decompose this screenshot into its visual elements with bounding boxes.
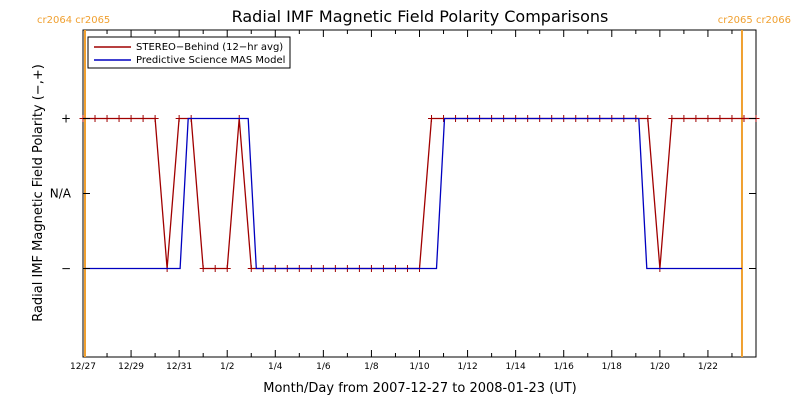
x-tick-label: 1/6: [316, 362, 331, 372]
x-tick-label: 1/22: [698, 362, 718, 372]
series-line-model: [85, 117, 742, 270]
y-axis-label: Radial IMF Magnetic Field Polarity (−,+): [31, 64, 46, 322]
data-point-marker: [175, 115, 183, 122]
data-point-marker: [740, 115, 748, 122]
x-tick-label: 1/4: [268, 362, 283, 372]
x-tick-label: 12/31: [166, 362, 192, 372]
y-tick-label: N/A: [50, 187, 72, 201]
x-tick-label: 1/16: [554, 362, 574, 372]
y-axis-ticks: − N/A +: [50, 112, 756, 276]
x-axis-ticks: 12/27 12/29 12/31 1/2 1/4 1/6 1/8 1/10 1/12 1/14 1…: [70, 30, 757, 372]
x-tick-label: 1/10: [409, 362, 429, 372]
y-tick-label: +: [61, 112, 71, 126]
data-point-marker: [139, 115, 147, 122]
x-tick-label: 1/8: [364, 362, 379, 372]
data-point-marker: [716, 115, 724, 122]
data-point-marker: [127, 115, 135, 122]
data-point-marker: [103, 115, 111, 122]
legend-box: [87, 36, 291, 69]
data-point-marker: [728, 115, 736, 122]
carrington-label-right: cr2065 cr2066: [718, 15, 791, 26]
series-layer: [79, 115, 760, 272]
x-tick-label: 1/20: [650, 362, 670, 372]
data-point-marker: [680, 115, 688, 122]
data-point-marker: [223, 265, 231, 272]
legend-label-stereo: STEREO−Behind (12−hr avg): [136, 42, 283, 53]
chart-title: Radial IMF Magnetic Field Polarity Compa…: [232, 7, 609, 26]
y-tick-label: −: [61, 262, 71, 276]
x-tick-label: 1/12: [457, 362, 477, 372]
x-tick-label: 12/29: [118, 362, 144, 372]
data-point-marker: [644, 115, 652, 122]
x-tick-label: 1/2: [220, 362, 234, 372]
carrington-label-left: cr2064 cr2065: [37, 15, 110, 26]
data-point-marker: [91, 115, 99, 122]
data-point-marker: [692, 115, 700, 122]
data-point-marker: [211, 265, 219, 272]
data-point-marker: [199, 265, 207, 272]
data-point-marker: [704, 115, 712, 122]
legend-label-model: Predictive Science MAS Model: [136, 55, 285, 66]
data-point-marker: [247, 265, 255, 272]
x-tick-label: 1/14: [506, 362, 526, 372]
data-point-marker: [428, 115, 436, 122]
x-tick-label: 1/18: [602, 362, 622, 372]
data-point-marker: [151, 115, 159, 122]
legend: STEREO−Behind (12−hr avg) Predictive Sci…: [87, 36, 291, 69]
x-axis-label: Month/Day from 2007-12-27 to 2008-01-23 …: [263, 381, 576, 396]
data-point-marker: [668, 115, 676, 122]
data-point-marker: [115, 115, 123, 122]
x-tick-label: 12/27: [70, 362, 96, 372]
